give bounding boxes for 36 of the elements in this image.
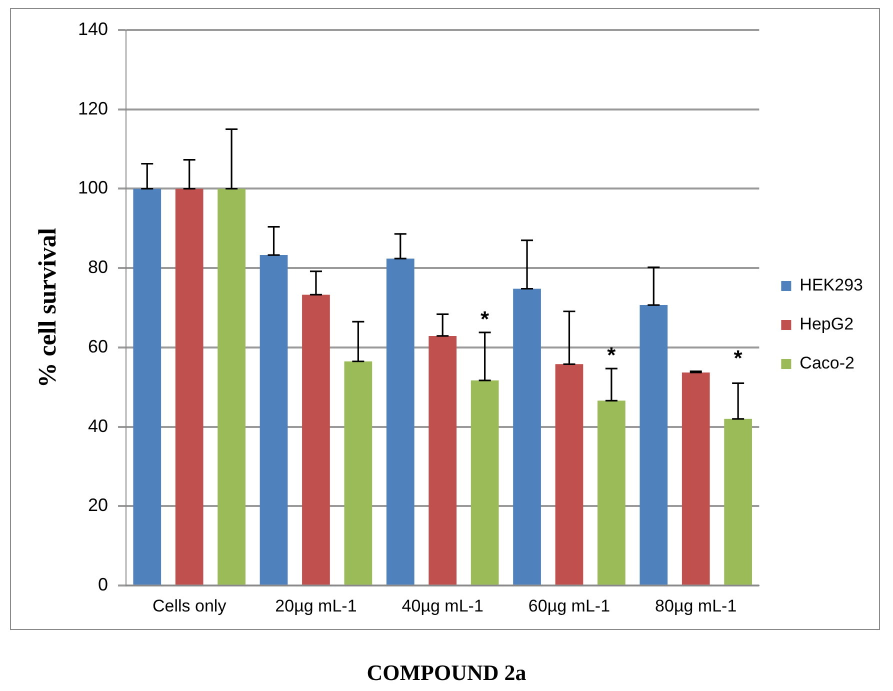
legend-label: HepG2 [800,314,854,334]
bar [640,305,668,585]
annotation: * [734,345,743,370]
bar [260,255,288,585]
y-tick-label: 80 [88,257,108,278]
bar [133,188,162,585]
y-tick-label: 40 [88,416,108,436]
bar [555,364,584,585]
bar [175,188,204,585]
bar [513,288,541,585]
annotation: * [607,342,616,368]
bar [344,361,372,585]
bar [682,372,710,585]
y-tick-label: 120 [78,98,108,118]
bar [386,258,414,585]
y-tick-label: 60 [88,336,108,356]
bar [218,188,246,585]
bar [724,418,752,585]
y-tick-label: 20 [88,495,108,516]
legend-label: HEK293 [800,276,864,295]
bar [428,336,457,585]
x-tick-label: 20µg mL-1 [275,596,357,616]
bar [598,400,626,585]
x-tick-label: Cells only [152,596,227,616]
x-tick-label: 40µg mL-1 [402,596,484,616]
y-axis-title: % cell survival [34,228,62,388]
y-tick-label: 140 [78,18,108,39]
legend-label: Caco-2 [800,354,854,373]
bar [470,380,499,585]
x-axis-title: COMPOUND 2a [366,660,528,686]
y-tick-label: 100 [78,178,108,198]
x-tick-label: 60µg mL-1 [528,596,610,616]
annotation: * [480,306,490,332]
x-tick-label: 80µg mL-1 [655,596,737,616]
bar [302,294,330,585]
y-tick-label: 0 [98,574,108,595]
